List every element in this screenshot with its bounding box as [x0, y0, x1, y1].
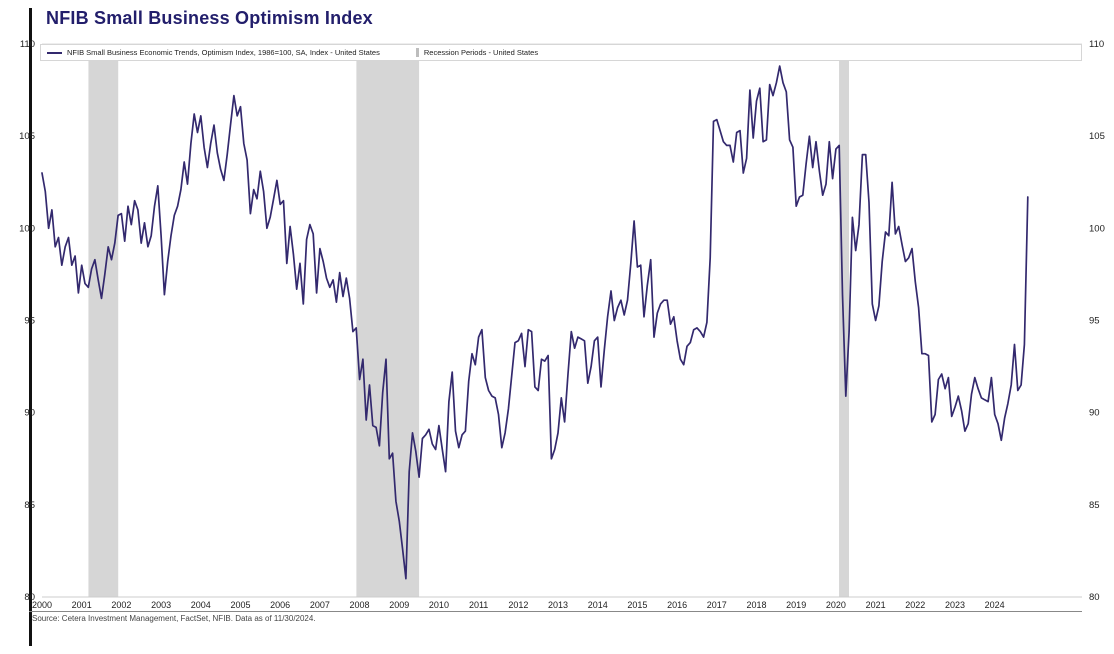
y-tick-label-left: 85	[24, 500, 35, 511]
y-tick-label-left: 110	[20, 39, 35, 50]
x-tick-label: 2005	[230, 600, 250, 610]
x-tick-label: 2024	[985, 600, 1005, 610]
x-tick-label: 2000	[32, 600, 52, 610]
x-tick-label: 2010	[429, 600, 449, 610]
recession-band-swatch-icon	[415, 48, 419, 57]
y-tick-label-right: 105	[1089, 131, 1105, 142]
recession-band	[88, 44, 119, 597]
legend-recession-label: Recession Periods - United States	[423, 48, 539, 57]
y-tick-label-right: 95	[1089, 316, 1100, 327]
recession-band	[356, 44, 420, 597]
x-tick-label: 2021	[866, 600, 886, 610]
x-tick-label: 2001	[72, 600, 92, 610]
x-tick-label: 2020	[826, 600, 846, 610]
x-tick-label: 2008	[350, 600, 370, 610]
optimism-index-line	[41, 65, 1029, 580]
x-tick-label: 2003	[151, 600, 171, 610]
y-tick-label-right: 110	[1089, 39, 1104, 50]
x-tick-label: 2013	[548, 600, 568, 610]
x-tick-label: 2016	[667, 600, 687, 610]
x-tick-label: 2006	[270, 600, 290, 610]
legend-series-label: NFIB Small Business Economic Trends, Opt…	[67, 48, 380, 57]
y-tick-label-left: 95	[24, 316, 35, 327]
source-divider	[29, 611, 1082, 612]
x-tick-label: 2022	[905, 600, 925, 610]
line-swatch-icon	[47, 51, 62, 54]
x-tick-label: 2002	[111, 600, 131, 610]
y-tick-label-right: 85	[1089, 500, 1100, 511]
legend-item-recession: Recession Periods - United States	[390, 48, 538, 57]
y-tick-label-left: 90	[24, 408, 35, 419]
y-tick-label-right: 90	[1089, 408, 1100, 419]
legend: NFIB Small Business Economic Trends, Opt…	[40, 44, 1082, 61]
x-tick-label: 2011	[469, 600, 488, 610]
x-tick-label: 2017	[707, 600, 727, 610]
y-tick-label-left: 105	[19, 131, 35, 142]
y-tick-label-left: 100	[19, 223, 35, 234]
x-tick-label: 2009	[389, 600, 409, 610]
source-note: Source: Cetera Investment Management, Fa…	[32, 614, 316, 623]
x-tick-label: 2007	[310, 600, 330, 610]
chart-title: NFIB Small Business Optimism Index	[46, 8, 373, 28]
left-border-rule	[29, 8, 32, 646]
y-tick-label-right: 100	[1089, 223, 1105, 234]
y-tick-label-left: 80	[24, 592, 35, 603]
x-tick-label: 2004	[191, 600, 211, 610]
x-tick-label: 2014	[588, 600, 608, 610]
x-tick-label: 2019	[786, 600, 806, 610]
y-tick-label-right: 80	[1089, 592, 1100, 603]
x-tick-label: 2012	[508, 600, 528, 610]
x-tick-label: 2023	[945, 600, 965, 610]
x-tick-label: 2018	[746, 600, 766, 610]
x-tick-label: 2015	[627, 600, 647, 610]
legend-item-series: NFIB Small Business Economic Trends, Opt…	[47, 48, 380, 57]
